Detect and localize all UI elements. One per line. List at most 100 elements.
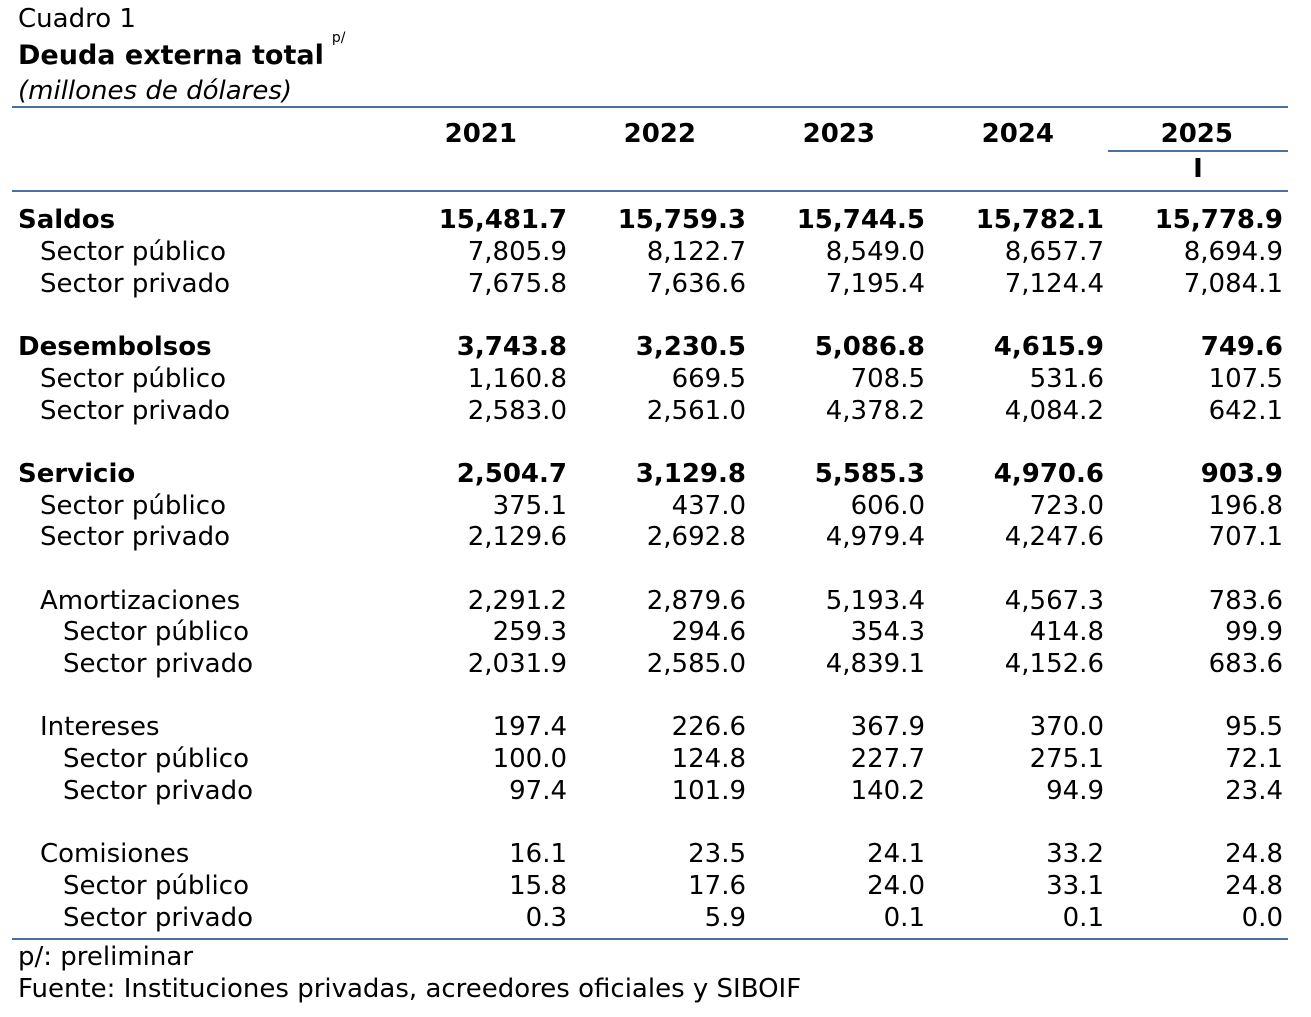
row-label: Sector privado bbox=[40, 522, 230, 552]
cell-2022: 2,585.0 bbox=[646, 649, 746, 679]
table-row: Desembolsos 3,743.8 3,230.5 5,086.8 4,615.9 7… bbox=[0, 331, 1311, 363]
table-row: Sector privado 7,675.8 7,636.6 7,195.4 7,124… bbox=[0, 268, 1311, 300]
row-label: Intereses bbox=[40, 712, 160, 742]
cell-2025: 8,694.9 bbox=[1183, 237, 1283, 267]
cell-2024: 94.9 bbox=[1046, 776, 1104, 806]
cell-2025: 24.8 bbox=[1225, 839, 1283, 869]
bottom-rule bbox=[12, 938, 1288, 940]
cell-2021: 2,129.6 bbox=[467, 522, 567, 552]
row-label: Sector público bbox=[63, 617, 249, 647]
row-label: Sector privado bbox=[63, 903, 253, 933]
cell-2025: 23.4 bbox=[1225, 776, 1283, 806]
cell-2025: 107.5 bbox=[1208, 364, 1283, 394]
cell-2022: 8,122.7 bbox=[646, 237, 746, 267]
cell-2021: 2,291.2 bbox=[467, 586, 567, 616]
cell-2023: 4,979.4 bbox=[825, 522, 925, 552]
cell-2025: 783.6 bbox=[1208, 586, 1283, 616]
table-row: Amortizaciones 2,291.2 2,879.6 5,193.4 4,567… bbox=[0, 585, 1311, 617]
table-row: Sector privado 0.3 5.9 0.1 0.1 0.0 bbox=[0, 902, 1311, 934]
cell-2023: 5,086.8 bbox=[814, 332, 925, 362]
table-row: Sector privado 2,031.9 2,585.0 4,839.1 4,152… bbox=[0, 648, 1311, 680]
row-label: Servicio bbox=[18, 459, 136, 489]
column-header-2021: 2021 bbox=[444, 119, 517, 149]
cell-2022: 437.0 bbox=[671, 491, 746, 521]
cell-2022: 7,636.6 bbox=[646, 269, 746, 299]
subheader-rule bbox=[1108, 150, 1288, 152]
cell-2025: 749.6 bbox=[1200, 332, 1283, 362]
cell-2022: 23.5 bbox=[688, 839, 746, 869]
table-row: Sector público 7,805.9 8,122.7 8,549.0 8,657… bbox=[0, 236, 1311, 268]
cell-2021: 3,743.8 bbox=[456, 332, 567, 362]
column-header-2024: 2024 bbox=[981, 119, 1054, 149]
cell-2022: 226.6 bbox=[671, 712, 746, 742]
cell-2021: 2,031.9 bbox=[467, 649, 567, 679]
cell-2022: 17.6 bbox=[688, 871, 746, 901]
cell-2021: 15,481.7 bbox=[438, 205, 567, 235]
cell-2022: 15,759.3 bbox=[617, 205, 746, 235]
cell-2023: 606.0 bbox=[850, 491, 925, 521]
cell-2025: 99.9 bbox=[1225, 617, 1283, 647]
cell-2022: 101.9 bbox=[671, 776, 746, 806]
table-units: (millones de dólares) bbox=[18, 76, 293, 106]
cell-2021: 259.3 bbox=[492, 617, 567, 647]
table-row: Sector público 259.3 294.6 354.3 414.8 99.9 bbox=[0, 616, 1311, 648]
cell-2023: 5,585.3 bbox=[814, 459, 925, 489]
cell-2021: 97.4 bbox=[509, 776, 567, 806]
preliminary-mark: p/ bbox=[331, 30, 346, 46]
cell-2021: 7,805.9 bbox=[467, 237, 567, 267]
cell-2021: 100.0 bbox=[492, 744, 567, 774]
cell-2023: 4,839.1 bbox=[825, 649, 925, 679]
table-row: Sector público 15.8 17.6 24.0 33.1 24.8 bbox=[0, 870, 1311, 902]
column-header-2023: 2023 bbox=[802, 119, 875, 149]
cell-2023: 227.7 bbox=[850, 744, 925, 774]
footnote-preliminary: p/: preliminar bbox=[18, 942, 194, 972]
row-label: Sector público bbox=[40, 237, 226, 267]
cell-2023: 8,549.0 bbox=[825, 237, 925, 267]
row-label: Desembolsos bbox=[18, 332, 212, 362]
cell-2025: 24.8 bbox=[1225, 871, 1283, 901]
cell-2024: 531.6 bbox=[1029, 364, 1104, 394]
column-header-2022: 2022 bbox=[623, 119, 696, 149]
row-label: Sector público bbox=[63, 871, 249, 901]
cell-2022: 2,561.0 bbox=[646, 396, 746, 426]
table-row: Sector privado 2,583.0 2,561.0 4,378.2 4,084… bbox=[0, 395, 1311, 427]
row-label: Comisiones bbox=[40, 839, 190, 869]
cell-2025: 683.6 bbox=[1208, 649, 1283, 679]
row-label: Sector privado bbox=[63, 776, 253, 806]
cell-2023: 15,744.5 bbox=[796, 205, 925, 235]
header-rule bbox=[12, 190, 1288, 192]
cell-2022: 124.8 bbox=[671, 744, 746, 774]
cell-2021: 15.8 bbox=[509, 871, 567, 901]
cell-2022: 294.6 bbox=[671, 617, 746, 647]
cell-2024: 275.1 bbox=[1029, 744, 1104, 774]
cell-2022: 2,879.6 bbox=[646, 586, 746, 616]
cell-2025: 95.5 bbox=[1225, 712, 1283, 742]
footnote-source: Fuente: Instituciones privadas, acreedor… bbox=[18, 974, 802, 1004]
row-label: Sector privado bbox=[40, 269, 230, 299]
cell-2021: 2,504.7 bbox=[456, 459, 567, 489]
cell-2025: 7,084.1 bbox=[1183, 269, 1283, 299]
table-row: Sector público 1,160.8 669.5 708.5 531.6 107.… bbox=[0, 363, 1311, 395]
cell-2021: 197.4 bbox=[492, 712, 567, 742]
row-label: Saldos bbox=[18, 205, 116, 235]
cell-2021: 1,160.8 bbox=[467, 364, 567, 394]
table-row: Saldos 15,481.7 15,759.3 15,744.5 15,782.1 15… bbox=[0, 204, 1311, 236]
table-row: Intereses 197.4 226.6 367.9 370.0 95.5 bbox=[0, 711, 1311, 743]
cell-2024: 0.1 bbox=[1062, 903, 1104, 933]
cell-2023: 7,195.4 bbox=[825, 269, 925, 299]
cell-2023: 708.5 bbox=[850, 364, 925, 394]
cell-2023: 367.9 bbox=[850, 712, 925, 742]
cell-2023: 24.1 bbox=[867, 839, 925, 869]
cell-2025: 196.8 bbox=[1208, 491, 1283, 521]
cell-2025: 72.1 bbox=[1225, 744, 1283, 774]
cell-2021: 375.1 bbox=[492, 491, 567, 521]
cell-2025: 15,778.9 bbox=[1154, 205, 1283, 235]
table-row: Sector privado 97.4 101.9 140.2 94.9 23.4 bbox=[0, 775, 1311, 807]
cell-2024: 4,615.9 bbox=[993, 332, 1104, 362]
row-label: Sector público bbox=[63, 744, 249, 774]
cell-2022: 5.9 bbox=[704, 903, 746, 933]
cell-2025: 0.0 bbox=[1241, 903, 1283, 933]
cell-2025: 707.1 bbox=[1208, 522, 1283, 552]
table-row: Sector público 100.0 124.8 227.7 275.1 72.1 bbox=[0, 743, 1311, 775]
